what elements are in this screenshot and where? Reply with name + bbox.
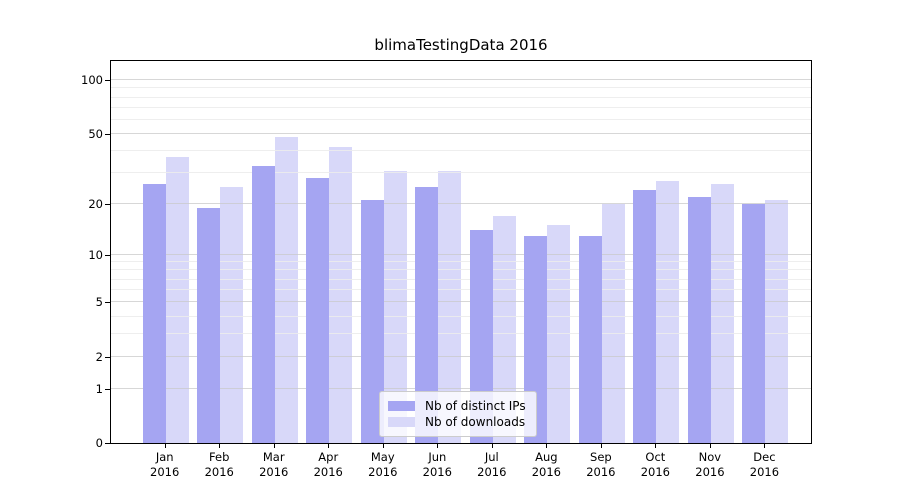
x-tick-label: Jun 2016 — [422, 450, 452, 479]
y-tick-label: 10 — [88, 247, 103, 262]
minor-gridline — [111, 106, 811, 108]
x-tick — [328, 444, 330, 448]
x-tick-label: Apr 2016 — [313, 450, 343, 479]
x-tick-label: Jan 2016 — [150, 450, 180, 479]
major-gridline — [111, 202, 811, 204]
x-tick — [164, 444, 166, 448]
x-tick-label: Dec 2016 — [749, 450, 780, 479]
y-tick-label: 5 — [95, 295, 103, 310]
bar-nb-of-distinct-ips-jan — [142, 183, 166, 443]
x-tick-label: Oct 2016 — [640, 450, 671, 479]
legend-label: Nb of distinct IPs — [425, 399, 526, 413]
y-tick-label: 20 — [88, 196, 103, 211]
minor-gridline — [111, 172, 811, 174]
bar-nb-of-downloads-apr — [329, 147, 353, 443]
legend-row: Nb of distinct IPs — [388, 398, 526, 414]
x-tick — [546, 444, 548, 448]
legend-row: Nb of downloads — [388, 414, 526, 430]
minor-gridline — [111, 269, 811, 271]
minor-gridline — [111, 278, 811, 280]
y-tick — [105, 254, 110, 256]
minor-gridline — [111, 333, 811, 334]
bar-nb-of-downloads-aug — [547, 225, 571, 443]
minor-gridline — [111, 87, 811, 89]
bar-nb-of-downloads-feb — [220, 186, 244, 443]
bar-nb-of-distinct-ips-jul — [469, 230, 493, 443]
x-tick-label: Nov 2016 — [695, 450, 725, 479]
bar-nb-of-downloads-jul — [492, 215, 516, 443]
legend-swatch-icon — [388, 417, 415, 427]
y-tick-label: 50 — [88, 126, 103, 141]
y-tick — [105, 80, 110, 82]
minor-gridline — [111, 289, 811, 290]
y-tick — [105, 356, 110, 358]
y-tick — [105, 302, 110, 304]
x-tick-label: May 2016 — [368, 450, 398, 479]
bar-nb-of-downloads-jun — [438, 170, 462, 443]
legend-swatch-icon — [388, 401, 415, 411]
major-gridline — [111, 301, 811, 303]
bar-nb-of-distinct-ips-jun — [415, 186, 439, 443]
bar-nb-of-downloads-mar — [274, 137, 298, 443]
x-tick — [273, 444, 275, 448]
major-gridline — [111, 132, 811, 134]
y-tick-label: 100 — [81, 73, 103, 88]
x-tick-label: Jul 2016 — [477, 450, 507, 479]
y-tick-label: 2 — [95, 349, 103, 364]
major-gridline — [111, 253, 811, 255]
y-tick — [105, 203, 110, 205]
x-tick — [600, 444, 602, 448]
minor-gridline — [111, 261, 811, 262]
x-tick — [764, 444, 766, 448]
y-tick — [105, 388, 110, 390]
x-tick — [709, 444, 711, 448]
bar-nb-of-downloads-jan — [165, 157, 189, 443]
y-tick — [105, 443, 110, 444]
x-tick — [382, 444, 384, 448]
minor-gridline — [111, 150, 811, 152]
plot-area — [110, 60, 812, 444]
y-tick-label: 0 — [95, 436, 103, 450]
major-gridline — [111, 355, 811, 357]
minor-gridline — [111, 315, 811, 317]
bar-nb-of-distinct-ips-nov — [687, 196, 711, 443]
bar-nb-of-downloads-oct — [656, 181, 680, 443]
x-tick — [655, 444, 657, 448]
legend-label: Nb of downloads — [425, 415, 526, 429]
legend: Nb of distinct IPs Nb of downloads — [379, 391, 537, 437]
x-tick — [437, 444, 439, 448]
bar-nb-of-distinct-ips-apr — [306, 178, 330, 443]
x-tick-label: Feb 2016 — [204, 450, 234, 479]
x-tick-label: Mar 2016 — [259, 450, 289, 479]
y-tick-label: 1 — [95, 381, 103, 396]
bar-nb-of-distinct-ips-oct — [633, 190, 657, 443]
bar-nb-of-distinct-ips-feb — [197, 207, 221, 443]
minor-gridline — [111, 96, 811, 98]
x-tick — [491, 444, 493, 448]
bar-nb-of-downloads-nov — [710, 183, 734, 443]
x-tick — [219, 444, 221, 448]
minor-gridline — [111, 118, 811, 120]
bar-nb-of-distinct-ips-mar — [251, 165, 275, 443]
bar-nb-of-distinct-ips-dec — [742, 203, 766, 443]
x-tick-label: Sep 2016 — [586, 450, 616, 479]
bar-nb-of-distinct-ips-may — [360, 200, 384, 443]
x-tick-label: Aug 2016 — [531, 450, 561, 479]
bar-nb-of-downloads-dec — [765, 200, 789, 443]
y-tick — [105, 133, 110, 135]
bar-nb-of-downloads-may — [383, 170, 407, 443]
chart-title: blimaTestingData 2016 — [374, 36, 548, 54]
major-gridline — [111, 387, 811, 389]
bar-nb-of-distinct-ips-sep — [578, 235, 602, 443]
major-gridline — [111, 79, 811, 81]
bar-nb-of-downloads-sep — [601, 203, 625, 443]
